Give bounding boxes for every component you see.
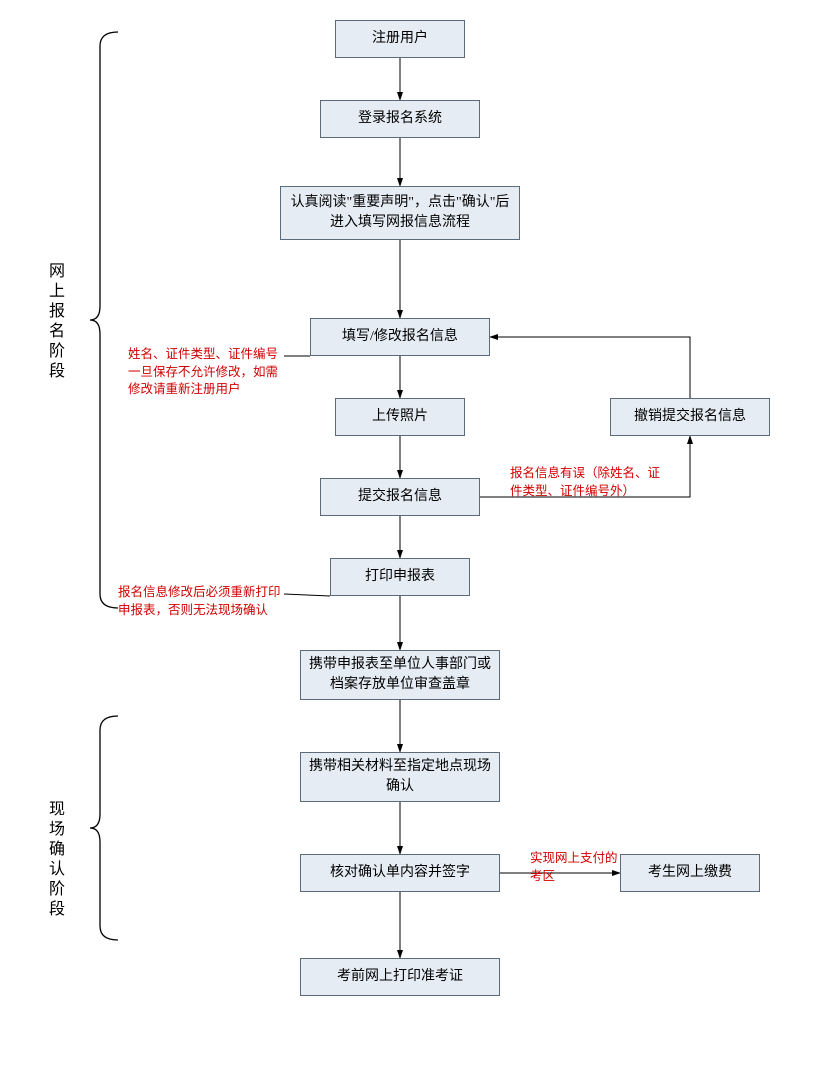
flow-node-n2: 登录报名系统 [320, 100, 480, 138]
flow-node-n3: 认真阅读"重要声明"，点击"确认"后进入填写网报信息流程 [280, 186, 520, 240]
annotation-a3: 报名信息修改后必须重新打印申报表，否则无法现场确认 [118, 584, 288, 619]
flow-node-n1: 注册用户 [335, 20, 465, 58]
flow-node-n7: 打印申报表 [330, 558, 470, 596]
flow-node-n13: 考生网上缴费 [620, 854, 760, 892]
flow-node-n9: 携带相关材料至指定地点现场确认 [300, 752, 500, 802]
phase-label-p1: 网上报名阶段 [42, 262, 66, 382]
flow-node-n8: 携带申报表至单位人事部门或档案存放单位审查盖章 [300, 650, 500, 700]
leader-n7 [284, 594, 330, 596]
annotation-a4: 实现网上支付的考区 [530, 850, 620, 885]
edge-layer [0, 0, 839, 1074]
phase-brace-p2 [90, 716, 118, 940]
flowchart-canvas: 注册用户登录报名系统认真阅读"重要声明"，点击"确认"后进入填写网报信息流程填写… [0, 0, 839, 1074]
annotation-a2: 报名信息有误（除姓名、证件类型、证件编号外） [510, 465, 670, 500]
annotation-a1: 姓名、证件类型、证件编号一旦保存不允许修改，如需修改请重新注册用户 [128, 346, 288, 399]
phase-brace-p1 [90, 32, 118, 608]
flow-node-n10: 核对确认单内容并签字 [300, 854, 500, 892]
flow-node-n6: 提交报名信息 [320, 478, 480, 516]
flow-node-n12: 撤销提交报名信息 [610, 398, 770, 436]
flow-node-n5: 上传照片 [335, 398, 465, 436]
flow-node-n4: 填写/修改报名信息 [310, 318, 490, 356]
flow-node-n11: 考前网上打印准考证 [300, 958, 500, 996]
phase-label-p2: 现场确认阶段 [42, 800, 66, 920]
edge-n12-n4 [490, 337, 690, 398]
